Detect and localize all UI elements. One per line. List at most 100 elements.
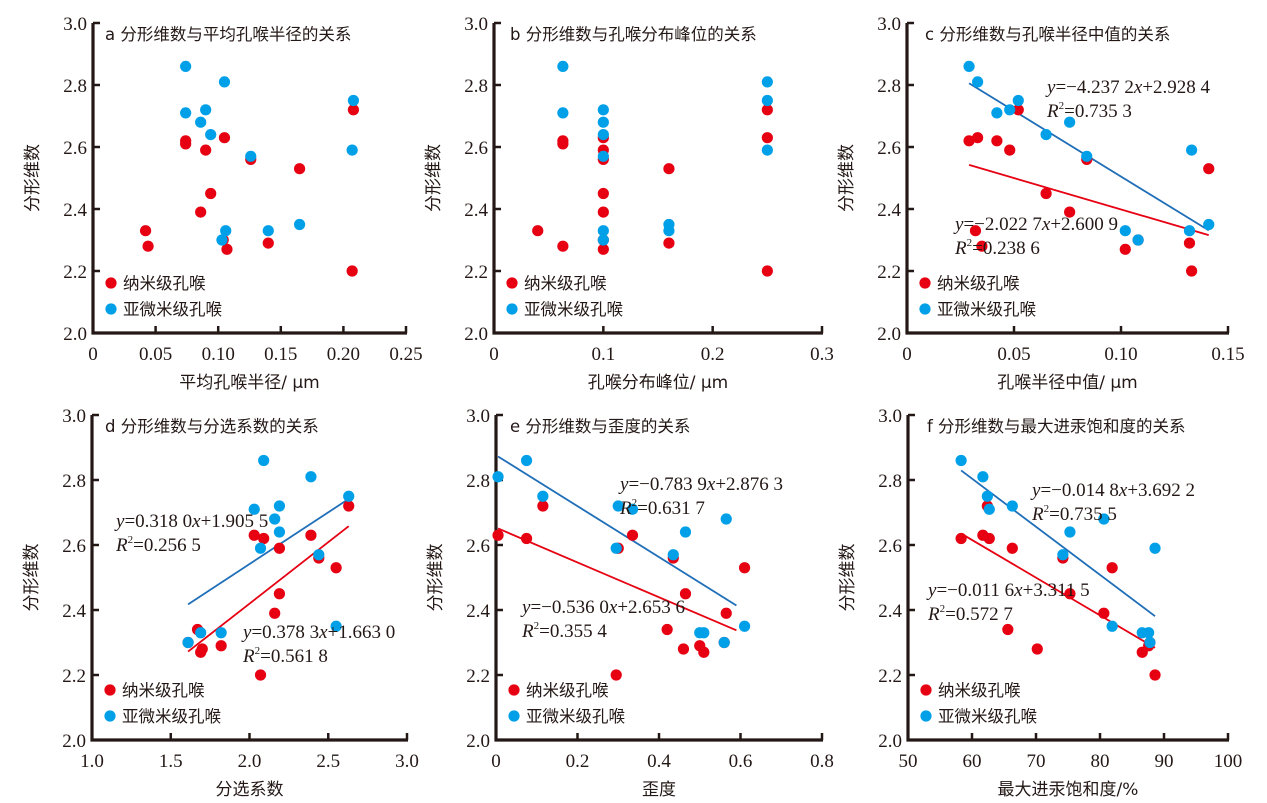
data-point-submicro <box>220 225 232 237</box>
data-point-submicro <box>1081 150 1093 162</box>
y-tick-label: 2.8 <box>62 471 86 492</box>
data-point-submicro <box>1106 620 1118 632</box>
data-point-submicro <box>597 116 609 128</box>
data-point-nano <box>215 640 227 652</box>
data-point-nano <box>761 265 773 277</box>
x-tick-label: 0.2 <box>701 344 725 365</box>
data-point-submicro <box>557 107 569 119</box>
trendline-nano <box>960 532 1156 649</box>
trendline-equation: y=−0.536 0x+2.653 6 <box>520 597 685 618</box>
data-point-submicro <box>1012 94 1024 107</box>
data-point-submicro <box>195 627 207 639</box>
legend-marker-submicro <box>506 303 518 315</box>
x-tick-label: 0.15 <box>264 344 297 365</box>
x-tick-label: 0.05 <box>139 344 172 365</box>
data-point-nano <box>218 132 231 144</box>
x-tick-label: 1.5 <box>159 751 183 772</box>
data-point-nano <box>262 237 274 249</box>
legend-label-nano: 纳米级孔喉 <box>123 274 206 293</box>
y-tick-label: 2.4 <box>63 200 87 221</box>
x-axis-title: 歪度 <box>642 780 676 800</box>
x-axis-title: 最大进汞饱和度/% <box>998 780 1139 800</box>
data-point-submicro <box>972 76 984 88</box>
data-point-nano <box>532 225 544 237</box>
data-point-submicro <box>597 104 609 116</box>
legend-marker-submicro <box>920 710 932 722</box>
legend-label-submicro: 亚微米级孔喉 <box>123 300 223 319</box>
data-point-submicro <box>667 549 679 561</box>
data-point-nano <box>597 187 609 200</box>
data-point-submicro <box>1064 116 1076 128</box>
data-point-nano <box>142 240 154 252</box>
data-point-nano <box>1119 243 1131 255</box>
x-tick-label: 0 <box>88 344 98 365</box>
trendline-nano <box>968 164 1209 236</box>
x-tick-label: 0.10 <box>202 344 235 365</box>
panel-f: 2.0 2.2 2.4 2.6 2.8 3.0 50 60 70 80 90 100 最大进汞饱和度/%… <box>838 406 1242 800</box>
data-point-nano <box>347 104 360 116</box>
data-point-nano <box>976 240 988 252</box>
data-point-nano <box>330 562 342 574</box>
data-point-submicro <box>180 107 192 119</box>
data-point-submicro <box>761 144 773 156</box>
data-point-submicro <box>761 76 773 88</box>
panel-title: d 分形维数与分选系数的关系 <box>105 417 319 436</box>
legend-marker-submicro <box>105 303 117 315</box>
data-point-submicro <box>977 471 989 483</box>
x-axis-title: 平均孔喉半径/ μm <box>179 373 320 393</box>
trendline-equation: y=−2.022 7x+2.600 9 <box>953 214 1118 235</box>
legend-label-submicro: 亚微米级孔喉 <box>524 300 624 319</box>
data-point-submicro <box>981 490 993 502</box>
data-point-submicro <box>347 94 360 107</box>
y-axis-title: 分形维数 <box>22 544 42 612</box>
y-axis-title: 分形维数 <box>23 144 43 212</box>
trendline-r-squared: R2=0.355 4 <box>521 620 607 642</box>
data-point-submicro <box>1183 225 1196 237</box>
data-point-nano <box>1183 237 1196 249</box>
y-axis-title: 分形维数 <box>426 544 446 612</box>
panel-d: 2.0 2.2 2.4 2.6 2.8 3.0 1.0 1.5 2.0 2.5 3.0 分选系数 分形维… <box>22 406 419 800</box>
panel-a: 2.0 2.2 2.4 2.6 2.8 3.0 0 0.05 0.10 0.15 0.20 0.25 平… <box>23 14 423 393</box>
data-point-nano <box>1064 206 1076 218</box>
data-point-nano <box>273 542 286 554</box>
data-point-submicro <box>761 94 773 107</box>
legend-marker-submicro <box>508 710 520 722</box>
data-point-nano <box>761 132 773 144</box>
data-point-submicro <box>557 60 569 72</box>
legend-marker-nano <box>104 684 116 696</box>
trendline-r-squared: R2=0.631 7 <box>619 497 705 519</box>
y-tick-label: 3.0 <box>62 406 86 427</box>
data-point-nano <box>1012 104 1024 116</box>
legend-label-submicro: 亚微米级孔喉 <box>938 707 1038 726</box>
data-point-submicro <box>273 500 286 512</box>
y-tick-label: 3.0 <box>878 406 902 427</box>
data-point-nano <box>663 237 675 249</box>
trendline-submicro <box>960 469 1156 617</box>
data-point-submicro <box>955 454 967 467</box>
data-point-nano <box>963 135 975 147</box>
x-tick-label: 0.25 <box>389 344 422 365</box>
data-point-nano <box>991 135 1003 147</box>
legend-marker-submicro <box>104 710 116 722</box>
data-point-submicro <box>983 503 995 515</box>
data-point-nano <box>269 607 281 619</box>
trendline-r-squared: R2=0.735 3 <box>1046 100 1132 122</box>
data-point-submicro <box>718 636 730 649</box>
x-tick-label: 0.15 <box>1211 344 1244 365</box>
data-point-nano <box>955 532 967 545</box>
data-point-submicro <box>305 471 317 483</box>
y-tick-label: 2.0 <box>878 731 902 752</box>
data-point-submicro <box>1098 513 1110 525</box>
y-tick-label: 2.4 <box>62 601 86 622</box>
y-tick-label: 2.8 <box>878 471 902 492</box>
data-point-nano <box>520 532 533 545</box>
data-point-submicro <box>597 234 609 246</box>
data-point-nano <box>205 187 217 200</box>
x-tick-label: 3.0 <box>395 751 419 772</box>
data-point-submicro <box>346 144 358 156</box>
data-point-submicro <box>248 503 260 515</box>
legend-label-submicro: 亚微米级孔喉 <box>937 300 1037 319</box>
x-tick-label: 2.5 <box>316 751 340 772</box>
y-tick-label: 3.0 <box>466 406 490 427</box>
data-point-nano <box>972 132 984 144</box>
